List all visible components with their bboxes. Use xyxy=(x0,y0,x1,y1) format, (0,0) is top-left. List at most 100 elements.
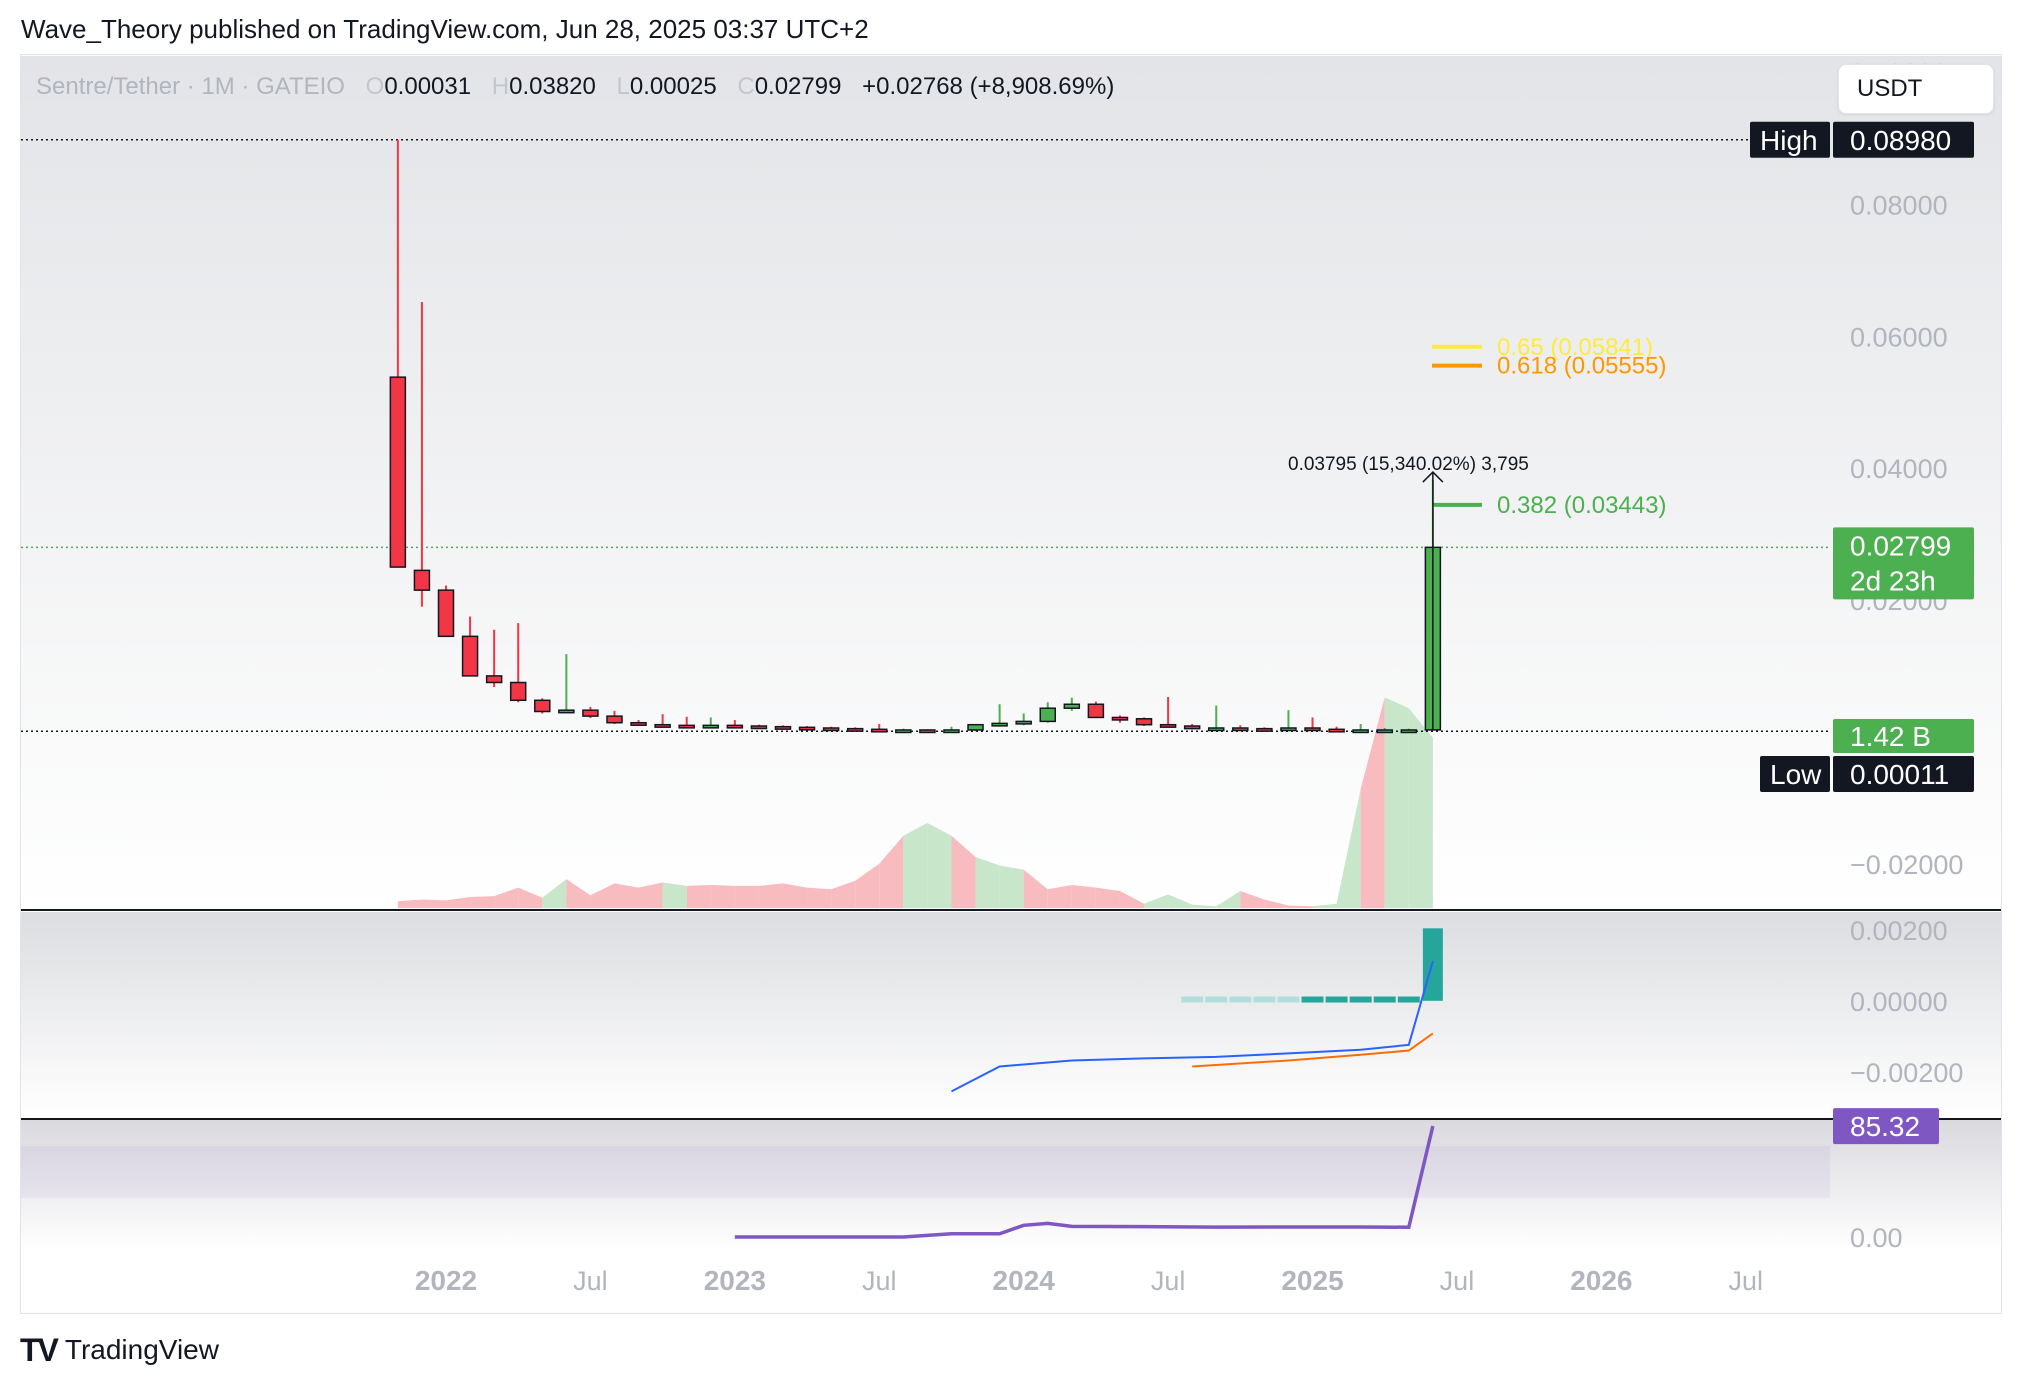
candle-body xyxy=(1183,725,1201,730)
candle-body xyxy=(1207,727,1225,732)
volume-segment xyxy=(494,887,519,908)
time-axis-tick: 2022 xyxy=(415,1265,477,1296)
volume-segment xyxy=(807,887,832,908)
price-axis-tick: 0.04000 xyxy=(1850,454,1948,484)
legend-open-value: 0.00031 xyxy=(384,73,472,100)
macd-histogram-bar xyxy=(1349,996,1372,1003)
volume-segment xyxy=(638,882,663,908)
chart-frame[interactable] xyxy=(20,54,2002,1314)
ohlc-legend: Sentre/Tether · 1M · GATEIO O0.00031 H0.… xyxy=(36,73,1114,101)
macd-histogram-bar xyxy=(1277,996,1300,1003)
time-axis-tick: 2024 xyxy=(993,1265,1056,1296)
candle-body xyxy=(1039,707,1056,723)
price-tag-label-bg xyxy=(1750,121,1830,158)
volume-segment xyxy=(566,879,591,908)
macd-histogram-bar xyxy=(1229,996,1252,1003)
price-tag-label-bg xyxy=(1760,756,1830,792)
candle-body xyxy=(822,727,840,732)
volume-segment xyxy=(542,879,567,908)
legend-close-value: 0.02799 xyxy=(754,73,842,100)
candle-body xyxy=(1087,703,1105,719)
legend-high-value: 0.03820 xyxy=(509,73,596,100)
candle-body xyxy=(726,724,744,729)
candle-body xyxy=(1159,723,1177,728)
footer-brand: TradingView xyxy=(64,1334,219,1365)
price-axis-tick: 0.06000 xyxy=(1850,322,1948,352)
volume-segment xyxy=(1023,869,1048,908)
publisher-line: Wave_Theory published on TradingView.com… xyxy=(21,14,869,44)
volume-segment xyxy=(397,899,422,908)
candle-body xyxy=(943,729,960,734)
volume-segment xyxy=(879,835,904,908)
volume-segment xyxy=(590,883,615,908)
time-axis-tick: Jul xyxy=(862,1266,897,1296)
macd-histogram-bar xyxy=(1181,996,1204,1003)
macd-histogram-bar xyxy=(1397,996,1420,1003)
volume-segment xyxy=(927,823,952,908)
macd-histogram-bar xyxy=(1205,996,1228,1003)
measure-label: 0.03795 (15,340.02%) 3,795 xyxy=(1288,454,1529,475)
volume-segment xyxy=(518,887,543,908)
volume-segment xyxy=(1216,891,1241,908)
volume-segment xyxy=(686,885,711,908)
volume-segment xyxy=(1144,894,1169,908)
volume-segment xyxy=(1288,905,1313,908)
volume-segment xyxy=(975,857,1000,908)
candle-body xyxy=(437,589,455,638)
candle-body xyxy=(1256,727,1273,732)
volume-segment xyxy=(1119,891,1145,908)
macd-histogram-bar xyxy=(1325,996,1348,1003)
volume-segment xyxy=(734,885,759,908)
candle-body xyxy=(702,724,720,729)
macd-axis-tick: 0.00000 xyxy=(1850,987,1948,1017)
candle-body xyxy=(1063,703,1081,709)
macd-histogram-bar xyxy=(1301,996,1324,1003)
volume-segment xyxy=(903,823,928,908)
currency-button[interactable]: USDT xyxy=(1838,64,1994,114)
candle-body xyxy=(1304,727,1321,732)
price-tag-value: 0.00011 xyxy=(1850,759,1949,790)
candle-body xyxy=(1111,716,1129,721)
rsi-line xyxy=(734,1125,1435,1239)
time-axis-tick: Jul xyxy=(573,1266,608,1296)
candle-body xyxy=(895,729,912,734)
candle-body xyxy=(1135,718,1153,726)
time-axis-tick: Jul xyxy=(1729,1266,1764,1296)
candle-body xyxy=(1352,729,1369,734)
candle-body xyxy=(1280,727,1297,732)
legend-open-key: O xyxy=(365,73,385,100)
volume-segment xyxy=(1360,697,1385,908)
price-tag-value: 1.42 B xyxy=(1850,721,1931,752)
volume-segment xyxy=(1071,885,1096,908)
candle-body xyxy=(630,721,647,726)
candle-body xyxy=(798,726,816,731)
volume-segment xyxy=(1047,885,1072,908)
fib-level-label: 0.618 (0.05555) xyxy=(1497,353,1666,380)
macd-axis-tick: 0.00200 xyxy=(1850,916,1948,946)
candle-body xyxy=(654,723,671,728)
price-tag-value-bg xyxy=(1833,527,1974,600)
legend-symbol: Sentre/Tether · 1M · GATEIO xyxy=(36,73,345,100)
tradingview-logo-icon: TV xyxy=(20,1331,59,1368)
candle-body xyxy=(846,727,864,732)
volume-segment xyxy=(446,896,471,908)
price-axis-tick: 0.08000 xyxy=(1850,190,1948,220)
candle-body xyxy=(389,376,407,568)
candle-body xyxy=(991,722,1008,727)
candle-body xyxy=(678,724,695,729)
volume-segment xyxy=(1384,697,1409,908)
macd-histogram-bar xyxy=(1373,996,1396,1003)
candle-body xyxy=(558,709,575,714)
candle-body xyxy=(582,709,599,717)
fib-level-label: 0.65 (0.05841) xyxy=(1497,334,1653,361)
price-tag: High 0.08980 xyxy=(1750,121,1974,158)
candle-body xyxy=(461,635,479,677)
volume-segment xyxy=(710,885,735,908)
price-tag-countdown: 2d 23h xyxy=(1850,565,1936,596)
volume-segment xyxy=(951,835,976,908)
fib-level-label: 0.382 (0.03443) xyxy=(1497,492,1666,519)
candle-body xyxy=(750,725,768,730)
price-tag-value-bg xyxy=(1833,121,1974,158)
measure-arrow-head xyxy=(1422,470,1444,483)
